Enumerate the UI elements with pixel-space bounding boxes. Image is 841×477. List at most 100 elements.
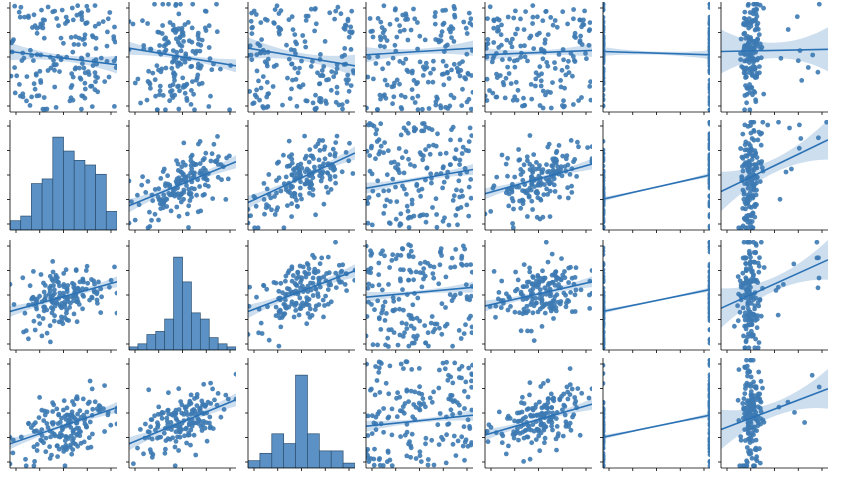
data-point bbox=[65, 283, 71, 288]
data-point bbox=[747, 437, 753, 442]
data-point bbox=[283, 174, 289, 180]
data-point bbox=[742, 122, 748, 128]
data-point bbox=[530, 170, 535, 176]
data-point bbox=[494, 174, 500, 180]
data-point bbox=[485, 211, 488, 217]
data-point bbox=[560, 272, 566, 278]
data-point bbox=[254, 87, 259, 93]
data-point bbox=[289, 160, 295, 166]
data-point bbox=[468, 442, 473, 448]
data-point bbox=[603, 407, 606, 413]
data-point bbox=[603, 4, 606, 10]
data-point bbox=[68, 95, 74, 101]
data-point bbox=[408, 388, 414, 394]
subplot-r1-c4 bbox=[482, 120, 592, 233]
data-point bbox=[443, 63, 449, 69]
data-point bbox=[312, 6, 318, 12]
data-point bbox=[343, 77, 349, 83]
data-point bbox=[445, 69, 450, 75]
data-point bbox=[525, 158, 530, 164]
data-point bbox=[302, 39, 308, 44]
data-point bbox=[415, 333, 420, 339]
data-point bbox=[530, 275, 536, 280]
data-point bbox=[408, 243, 413, 249]
subplot-r2-c3 bbox=[363, 240, 473, 353]
data-point bbox=[550, 298, 556, 304]
data-point bbox=[78, 76, 84, 82]
histogram-bar bbox=[20, 215, 32, 230]
data-point bbox=[12, 3, 18, 9]
data-point bbox=[751, 379, 756, 385]
data-point bbox=[485, 93, 488, 99]
histogram-bar bbox=[95, 173, 107, 230]
data-point bbox=[32, 86, 38, 92]
data-point bbox=[587, 292, 592, 298]
data-point bbox=[444, 359, 449, 365]
data-point bbox=[416, 390, 422, 396]
data-point bbox=[490, 90, 496, 96]
data-point bbox=[419, 284, 425, 290]
data-point bbox=[89, 295, 95, 301]
data-point bbox=[162, 450, 168, 456]
data-point bbox=[81, 65, 87, 71]
data-point bbox=[188, 64, 194, 70]
histogram-bar bbox=[208, 337, 219, 350]
data-point bbox=[317, 96, 322, 101]
data-point bbox=[276, 308, 282, 314]
data-point bbox=[557, 194, 562, 200]
data-point bbox=[491, 17, 497, 23]
regression-line bbox=[721, 259, 828, 309]
data-point bbox=[707, 146, 710, 152]
data-point bbox=[554, 24, 560, 30]
data-point bbox=[50, 409, 56, 414]
data-point bbox=[558, 164, 564, 170]
data-point bbox=[114, 421, 117, 427]
data-point bbox=[707, 77, 710, 83]
data-point bbox=[750, 406, 756, 412]
data-point bbox=[348, 83, 354, 88]
data-point bbox=[485, 37, 491, 42]
data-point bbox=[366, 449, 369, 454]
data-point bbox=[212, 159, 218, 164]
data-point bbox=[586, 28, 592, 34]
regression-line bbox=[721, 139, 828, 193]
data-point bbox=[186, 203, 192, 209]
data-point bbox=[367, 16, 373, 21]
data-point bbox=[114, 409, 117, 414]
data-point bbox=[740, 463, 745, 468]
data-point bbox=[744, 380, 750, 386]
data-point bbox=[794, 14, 800, 20]
data-point bbox=[61, 398, 67, 404]
data-point bbox=[67, 305, 72, 310]
data-point bbox=[289, 214, 294, 220]
data-point bbox=[165, 173, 171, 179]
data-point bbox=[290, 77, 295, 83]
data-point bbox=[561, 402, 567, 408]
histogram-bar bbox=[330, 450, 344, 468]
data-point bbox=[587, 84, 592, 89]
data-point bbox=[64, 286, 70, 292]
data-point bbox=[317, 173, 322, 179]
data-point bbox=[193, 452, 199, 458]
data-point bbox=[396, 146, 402, 151]
data-point bbox=[38, 272, 44, 277]
data-point bbox=[333, 99, 339, 105]
data-point bbox=[52, 287, 57, 293]
data-point bbox=[409, 87, 415, 92]
data-point bbox=[85, 7, 91, 13]
data-point bbox=[537, 280, 542, 285]
data-point bbox=[753, 17, 758, 22]
data-point bbox=[321, 314, 326, 320]
data-point bbox=[740, 401, 746, 406]
data-point bbox=[751, 176, 756, 181]
data-point bbox=[707, 81, 710, 87]
data-point bbox=[384, 172, 390, 178]
data-point bbox=[792, 410, 797, 415]
data-point bbox=[107, 284, 112, 290]
data-point bbox=[744, 19, 750, 25]
data-point bbox=[382, 203, 388, 209]
regression-line bbox=[603, 50, 710, 56]
data-point bbox=[366, 452, 370, 458]
data-point bbox=[404, 359, 410, 365]
data-point bbox=[441, 179, 447, 185]
